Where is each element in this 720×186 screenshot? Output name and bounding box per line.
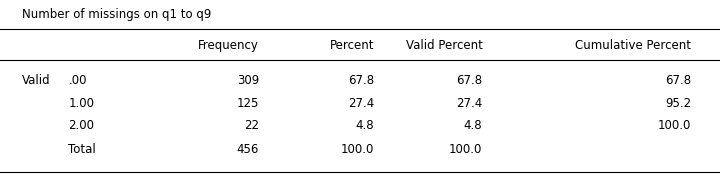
Text: Valid Percent: Valid Percent — [405, 39, 482, 52]
Text: .00: .00 — [68, 74, 87, 87]
Text: 67.8: 67.8 — [665, 74, 691, 87]
Text: 125: 125 — [237, 97, 259, 110]
Text: Cumulative Percent: Cumulative Percent — [575, 39, 691, 52]
Text: 27.4: 27.4 — [348, 97, 374, 110]
Text: 2.00: 2.00 — [68, 119, 94, 132]
Text: 100.0: 100.0 — [658, 119, 691, 132]
Text: 67.8: 67.8 — [456, 74, 482, 87]
Text: 456: 456 — [237, 143, 259, 156]
Text: 4.8: 4.8 — [464, 119, 482, 132]
Text: Number of missings on q1 to q9: Number of missings on q1 to q9 — [22, 8, 211, 21]
Text: 22: 22 — [244, 119, 259, 132]
Text: Valid: Valid — [22, 74, 50, 87]
Text: 4.8: 4.8 — [356, 119, 374, 132]
Text: 27.4: 27.4 — [456, 97, 482, 110]
Text: 309: 309 — [237, 74, 259, 87]
Text: 100.0: 100.0 — [341, 143, 374, 156]
Text: Total: Total — [68, 143, 96, 156]
Text: Frequency: Frequency — [198, 39, 259, 52]
Text: 67.8: 67.8 — [348, 74, 374, 87]
Text: 95.2: 95.2 — [665, 97, 691, 110]
Text: Percent: Percent — [330, 39, 374, 52]
Text: 1.00: 1.00 — [68, 97, 94, 110]
Text: 100.0: 100.0 — [449, 143, 482, 156]
